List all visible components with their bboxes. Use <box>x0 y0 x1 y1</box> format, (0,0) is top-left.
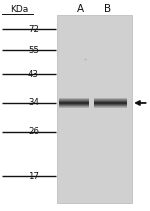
Text: 17: 17 <box>28 172 39 181</box>
Bar <box>59 105 89 106</box>
Text: 55: 55 <box>28 46 39 55</box>
Text: 43: 43 <box>28 70 39 79</box>
Text: 34: 34 <box>28 99 39 107</box>
Text: B: B <box>104 4 111 15</box>
Bar <box>94 98 127 99</box>
Bar <box>59 106 89 107</box>
Bar <box>94 99 127 100</box>
Bar <box>94 107 127 108</box>
Text: 72: 72 <box>28 25 39 34</box>
Bar <box>59 100 89 101</box>
Bar <box>94 104 127 105</box>
Bar <box>59 98 89 99</box>
Text: 26: 26 <box>28 127 39 136</box>
Bar <box>59 103 89 104</box>
Bar <box>59 101 89 102</box>
Bar <box>59 99 89 100</box>
Bar <box>94 100 127 101</box>
Bar <box>94 101 127 102</box>
Bar <box>94 103 127 104</box>
Bar <box>94 102 127 103</box>
Bar <box>57 15 132 203</box>
Bar <box>94 106 127 107</box>
Text: KDa: KDa <box>11 5 29 14</box>
Text: A: A <box>77 4 84 15</box>
Bar <box>59 107 89 108</box>
Bar <box>59 104 89 105</box>
Bar <box>59 102 89 103</box>
Bar <box>94 105 127 106</box>
